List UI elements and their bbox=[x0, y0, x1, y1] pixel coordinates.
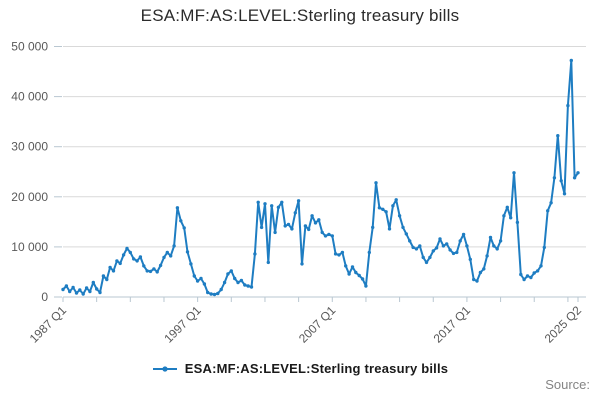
svg-text:1997 Q1: 1997 Q1 bbox=[161, 303, 204, 346]
data-line bbox=[62, 59, 579, 296]
gridlines bbox=[63, 46, 586, 248]
legend: ESA:MF:AS:LEVEL:Sterling treasury bills bbox=[0, 361, 600, 376]
svg-text:30 000: 30 000 bbox=[11, 140, 48, 154]
svg-text:1987 Q1: 1987 Q1 bbox=[27, 303, 70, 346]
svg-text:0: 0 bbox=[41, 290, 48, 304]
axis-labels: 0 10 000 20 000 30 000 40 000 50 000 1987 Q1 19… bbox=[11, 40, 584, 346]
svg-text:2017 Q1: 2017 Q1 bbox=[431, 303, 474, 346]
svg-text:20 000: 20 000 bbox=[11, 190, 48, 204]
svg-text:2025 Q2: 2025 Q2 bbox=[542, 303, 585, 346]
legend-label: ESA:MF:AS:LEVEL:Sterling treasury bills bbox=[184, 361, 449, 376]
svg-text:10 000: 10 000 bbox=[11, 240, 48, 254]
svg-text:50 000: 50 000 bbox=[11, 40, 48, 54]
svg-text:2007 Q1: 2007 Q1 bbox=[296, 303, 339, 346]
axes bbox=[54, 46, 586, 302]
source-label: Source: bbox=[545, 377, 590, 392]
legend-line-icon bbox=[152, 365, 177, 372]
data-series bbox=[61, 58, 580, 297]
chart-title: ESA:MF:AS:LEVEL:Sterling treasury bills bbox=[140, 6, 460, 25]
svg-text:40 000: 40 000 bbox=[11, 90, 48, 104]
